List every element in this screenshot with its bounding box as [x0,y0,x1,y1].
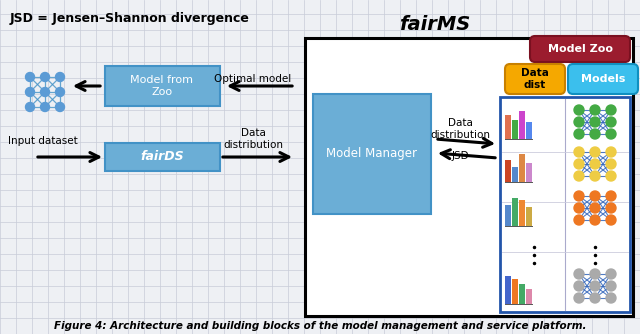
Bar [519,284,525,304]
Circle shape [574,147,584,157]
FancyBboxPatch shape [568,64,638,94]
Circle shape [26,103,35,112]
Bar [105,143,220,171]
Circle shape [40,103,49,112]
Text: Data
distribution: Data distribution [223,128,283,150]
Circle shape [574,191,584,201]
Text: Figure 4: Architecture and building blocks of the model management and service p: Figure 4: Architecture and building bloc… [54,321,586,331]
Text: Data
dist: Data dist [521,68,549,90]
Circle shape [574,129,584,139]
Circle shape [590,215,600,225]
Bar [512,279,518,304]
Circle shape [40,88,49,97]
Text: fairMS: fairMS [399,14,470,33]
Circle shape [574,293,584,303]
FancyBboxPatch shape [530,36,630,62]
Bar [526,289,531,304]
Circle shape [56,88,65,97]
Circle shape [606,117,616,127]
Bar [519,111,525,139]
Circle shape [590,147,600,157]
Circle shape [606,203,616,213]
Circle shape [590,129,600,139]
Circle shape [26,72,35,81]
Circle shape [574,117,584,127]
Text: Data
distribution: Data distribution [430,118,490,140]
Circle shape [606,293,616,303]
Text: Model Zoo: Model Zoo [547,44,612,54]
Circle shape [590,269,600,279]
Circle shape [606,191,616,201]
Bar [519,154,525,182]
Text: fairDS: fairDS [140,151,184,164]
Circle shape [606,105,616,115]
Text: Optimal model: Optimal model [214,74,292,84]
FancyBboxPatch shape [505,64,565,94]
Circle shape [574,269,584,279]
Text: Input dataset: Input dataset [8,136,77,146]
Circle shape [606,171,616,181]
Bar [512,120,518,139]
Circle shape [590,159,600,169]
Circle shape [40,72,49,81]
Circle shape [56,72,65,81]
Circle shape [590,293,600,303]
Circle shape [590,281,600,291]
Circle shape [574,281,584,291]
Circle shape [590,105,600,115]
Text: JSD = Jensen–Shannon divergence: JSD = Jensen–Shannon divergence [10,12,250,25]
Circle shape [606,215,616,225]
Circle shape [606,129,616,139]
Circle shape [56,103,65,112]
Circle shape [590,203,600,213]
Circle shape [590,171,600,181]
Bar [519,200,525,226]
Text: Model from
Zoo: Model from Zoo [131,75,193,97]
Bar [505,160,511,182]
Bar [105,66,220,106]
Bar [500,97,630,312]
Circle shape [574,105,584,115]
Circle shape [606,159,616,169]
Text: Models: Models [581,74,625,84]
Bar [512,198,518,226]
Bar [526,163,531,182]
Circle shape [574,171,584,181]
Circle shape [26,88,35,97]
Circle shape [606,147,616,157]
Bar [305,38,633,316]
Circle shape [574,203,584,213]
Circle shape [590,191,600,201]
Circle shape [606,281,616,291]
Text: JSD: JSD [451,151,469,161]
Bar [526,122,531,139]
Bar [505,276,511,304]
Circle shape [606,269,616,279]
Text: Model Manager: Model Manager [326,148,417,161]
Bar [526,207,531,226]
Bar [313,94,431,214]
Bar [505,115,511,139]
Bar [512,167,518,182]
Circle shape [574,215,584,225]
Bar [505,205,511,226]
Circle shape [574,159,584,169]
Circle shape [590,117,600,127]
